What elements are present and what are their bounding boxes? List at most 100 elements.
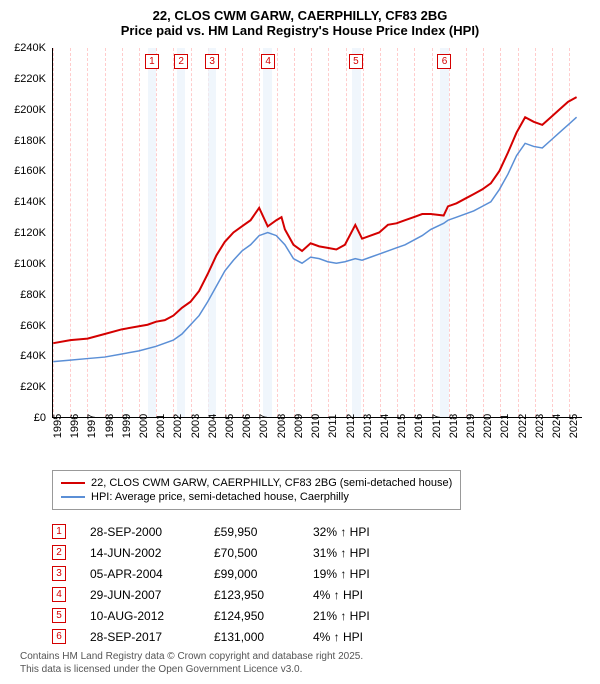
sale-diff: 31% ↑ HPI	[313, 546, 403, 560]
chart-titles: 22, CLOS CWM GARW, CAERPHILLY, CF83 2BG …	[8, 8, 592, 38]
x-tick-label: 2010	[310, 414, 322, 438]
sale-row: 1 28-SEP-2000 £59,950 32% ↑ HPI	[52, 524, 592, 539]
x-tick-label: 1996	[69, 414, 81, 438]
chart-lines	[53, 48, 582, 417]
x-tick-label: 2011	[327, 414, 339, 438]
sale-price: £99,000	[214, 567, 289, 581]
x-tick-label: 2001	[155, 414, 167, 438]
sale-row: 2 14-JUN-2002 £70,500 31% ↑ HPI	[52, 545, 592, 560]
y-tick-label: £160K	[14, 165, 46, 177]
sale-marker: 6	[437, 54, 451, 69]
sale-marker: 5	[349, 54, 363, 69]
x-tick-label: 2017	[431, 414, 443, 438]
y-axis: £0£20K£40K£60K£80K£100K£120K£140K£160K£1…	[8, 44, 50, 418]
sale-date: 28-SEP-2017	[90, 630, 190, 644]
sale-marker-box: 5	[52, 608, 66, 623]
legend-item: 22, CLOS CWM GARW, CAERPHILLY, CF83 2BG …	[61, 477, 452, 489]
sale-row: 6 28-SEP-2017 £131,000 4% ↑ HPI	[52, 629, 592, 644]
x-tick-label: 2023	[534, 414, 546, 438]
sale-price: £124,950	[214, 609, 289, 623]
x-tick-label: 2002	[172, 414, 184, 438]
title-line-1: 22, CLOS CWM GARW, CAERPHILLY, CF83 2BG	[8, 8, 592, 23]
x-tick-label: 2016	[413, 414, 425, 438]
y-tick-label: £20K	[20, 381, 46, 393]
x-tick-label: 1997	[86, 414, 98, 438]
y-tick-label: £140K	[14, 196, 46, 208]
y-tick-label: £0	[34, 412, 46, 424]
legend-label: 22, CLOS CWM GARW, CAERPHILLY, CF83 2BG …	[91, 477, 452, 489]
series-price_paid	[53, 97, 576, 343]
sale-marker: 1	[145, 54, 159, 69]
sale-date: 10-AUG-2012	[90, 609, 190, 623]
series-hpi	[53, 117, 576, 361]
sale-diff: 4% ↑ HPI	[313, 588, 403, 602]
x-axis: 1995199619971998199920002001200220032004…	[52, 422, 582, 464]
footer-line-2: This data is licensed under the Open Gov…	[20, 663, 592, 676]
sale-price: £123,950	[214, 588, 289, 602]
y-tick-label: £60K	[20, 320, 46, 332]
legend: 22, CLOS CWM GARW, CAERPHILLY, CF83 2BG …	[52, 470, 461, 510]
legend-swatch	[61, 482, 85, 484]
x-tick-label: 2003	[190, 414, 202, 438]
x-tick-label: 1999	[121, 414, 133, 438]
sale-marker-box: 3	[52, 566, 66, 581]
x-tick-label: 2006	[241, 414, 253, 438]
legend-swatch	[61, 496, 85, 498]
x-tick-label: 2008	[276, 414, 288, 438]
x-tick-label: 2015	[396, 414, 408, 438]
x-tick-label: 2021	[499, 414, 511, 438]
sale-row: 5 10-AUG-2012 £124,950 21% ↑ HPI	[52, 608, 592, 623]
x-tick-label: 1995	[52, 414, 64, 438]
sale-marker: 4	[261, 54, 275, 69]
sale-price: £59,950	[214, 525, 289, 539]
x-tick-label: 2019	[465, 414, 477, 438]
x-tick-label: 2018	[448, 414, 460, 438]
x-tick-label: 2022	[517, 414, 529, 438]
x-tick-label: 2009	[293, 414, 305, 438]
y-tick-label: £180K	[14, 135, 46, 147]
sale-row: 4 29-JUN-2007 £123,950 4% ↑ HPI	[52, 587, 592, 602]
sale-diff: 32% ↑ HPI	[313, 525, 403, 539]
sale-marker-box: 4	[52, 587, 66, 602]
y-tick-label: £200K	[14, 104, 46, 116]
x-tick-label: 2024	[551, 414, 563, 438]
sale-date: 28-SEP-2000	[90, 525, 190, 539]
chart: £0 £20K £40K £60K £80K £100K £120K £140K £160K £1…	[8, 44, 592, 464]
plot-area: 12 3 4 5 6	[52, 48, 582, 418]
footer-line-1: Contains HM Land Registry data © Crown c…	[20, 650, 592, 663]
x-tick-label: 1998	[104, 414, 116, 438]
y-tick-label: £80K	[20, 289, 46, 301]
legend-label: HPI: Average price, semi-detached house,…	[91, 491, 349, 503]
sale-date: 14-JUN-2002	[90, 546, 190, 560]
x-tick-label: 2012	[345, 414, 357, 438]
sale-marker: 2	[174, 54, 188, 69]
sale-marker: 3	[205, 54, 219, 69]
sale-price: £131,000	[214, 630, 289, 644]
x-tick-label: 2004	[207, 414, 219, 438]
sale-price: £70,500	[214, 546, 289, 560]
sale-marker-box: 2	[52, 545, 66, 560]
x-tick-label: 2000	[138, 414, 150, 438]
x-tick-label: 2014	[379, 414, 391, 438]
sale-date: 29-JUN-2007	[90, 588, 190, 602]
y-tick-label: £220K	[14, 73, 46, 85]
sale-date: 05-APR-2004	[90, 567, 190, 581]
legend-item: HPI: Average price, semi-detached house,…	[61, 491, 452, 503]
sales-table: 1 28-SEP-2000 £59,950 32% ↑ HPI 2 14-JUN-2002…	[52, 524, 592, 644]
footer: Contains HM Land Registry data © Crown c…	[20, 650, 592, 676]
title-line-2: Price paid vs. HM Land Registry's House …	[8, 23, 592, 38]
sale-diff: 21% ↑ HPI	[313, 609, 403, 623]
y-tick-label: £240K	[14, 42, 46, 54]
sale-marker-box: 6	[52, 629, 66, 644]
y-tick-label: £40K	[20, 350, 46, 362]
sale-diff: 19% ↑ HPI	[313, 567, 403, 581]
x-tick-label: 2020	[482, 414, 494, 438]
sale-diff: 4% ↑ HPI	[313, 630, 403, 644]
y-tick-label: £120K	[14, 227, 46, 239]
x-tick-label: 2007	[258, 414, 270, 438]
sale-marker-box: 1	[52, 524, 66, 539]
x-tick-label: 2013	[362, 414, 374, 438]
x-tick-label: 2005	[224, 414, 236, 438]
x-tick-label: 2025	[568, 414, 580, 438]
y-tick-label: £100K	[14, 258, 46, 270]
